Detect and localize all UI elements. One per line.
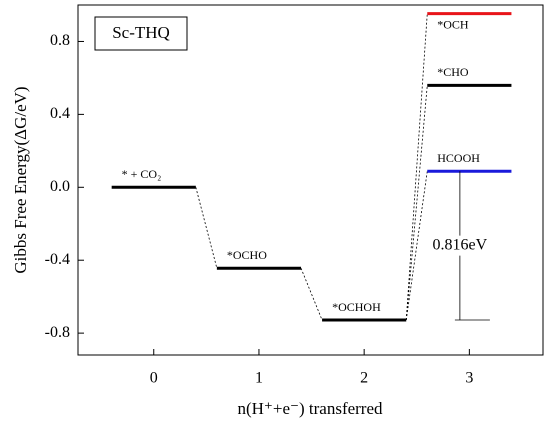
connector [300,268,323,321]
title-box [94,16,188,51]
y-tick-label: 0.0 [50,178,70,195]
connector [405,13,428,321]
y-tick-label: 0.4 [50,105,70,122]
level-label: *OCHO [227,248,267,262]
level-label: * + CO₂ [122,167,162,181]
y-axis-label: Gibbs Free Energy(ΔG/eV) [11,86,30,273]
connector [195,187,218,269]
plot-frame [77,4,544,356]
x-tick-label: 0 [150,370,158,387]
connector [405,85,428,321]
level-label: *CHO [437,65,469,79]
x-tick-label: 3 [465,370,473,387]
x-tick-label: 1 [255,370,263,387]
annotation-bg [434,235,485,256]
level-label: *OCHOH [332,300,381,314]
y-tick-label: 0.8 [50,32,70,49]
chart-title: Sc-THQ [112,23,170,42]
level-label: *OCH [437,17,469,31]
y-tick-label: -0.4 [45,251,70,268]
y-tick-label: -0.8 [45,324,70,341]
annotation: 0.816eV [433,236,488,253]
x-tick-label: 2 [360,370,368,387]
x-axis-label: n(H⁺+e⁻) transferred [237,399,383,418]
level-label: HCOOH [437,151,480,165]
connector [405,171,428,321]
